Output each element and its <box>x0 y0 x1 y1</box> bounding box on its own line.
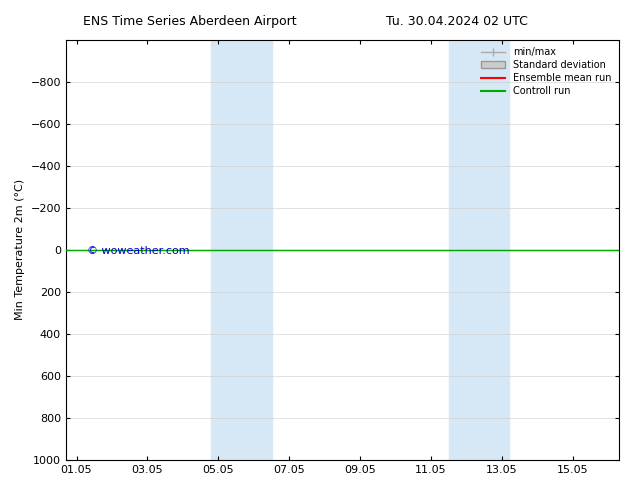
Text: Tu. 30.04.2024 02 UTC: Tu. 30.04.2024 02 UTC <box>385 15 527 28</box>
Bar <box>211 40 271 460</box>
Legend: min/max, Standard deviation, Ensemble mean run, Controll run: min/max, Standard deviation, Ensemble me… <box>478 45 614 99</box>
Bar <box>449 40 509 460</box>
Text: © woweather.com: © woweather.com <box>87 246 190 256</box>
Text: ENS Time Series Aberdeen Airport: ENS Time Series Aberdeen Airport <box>84 15 297 28</box>
Y-axis label: Min Temperature 2m (°C): Min Temperature 2m (°C) <box>15 179 25 320</box>
